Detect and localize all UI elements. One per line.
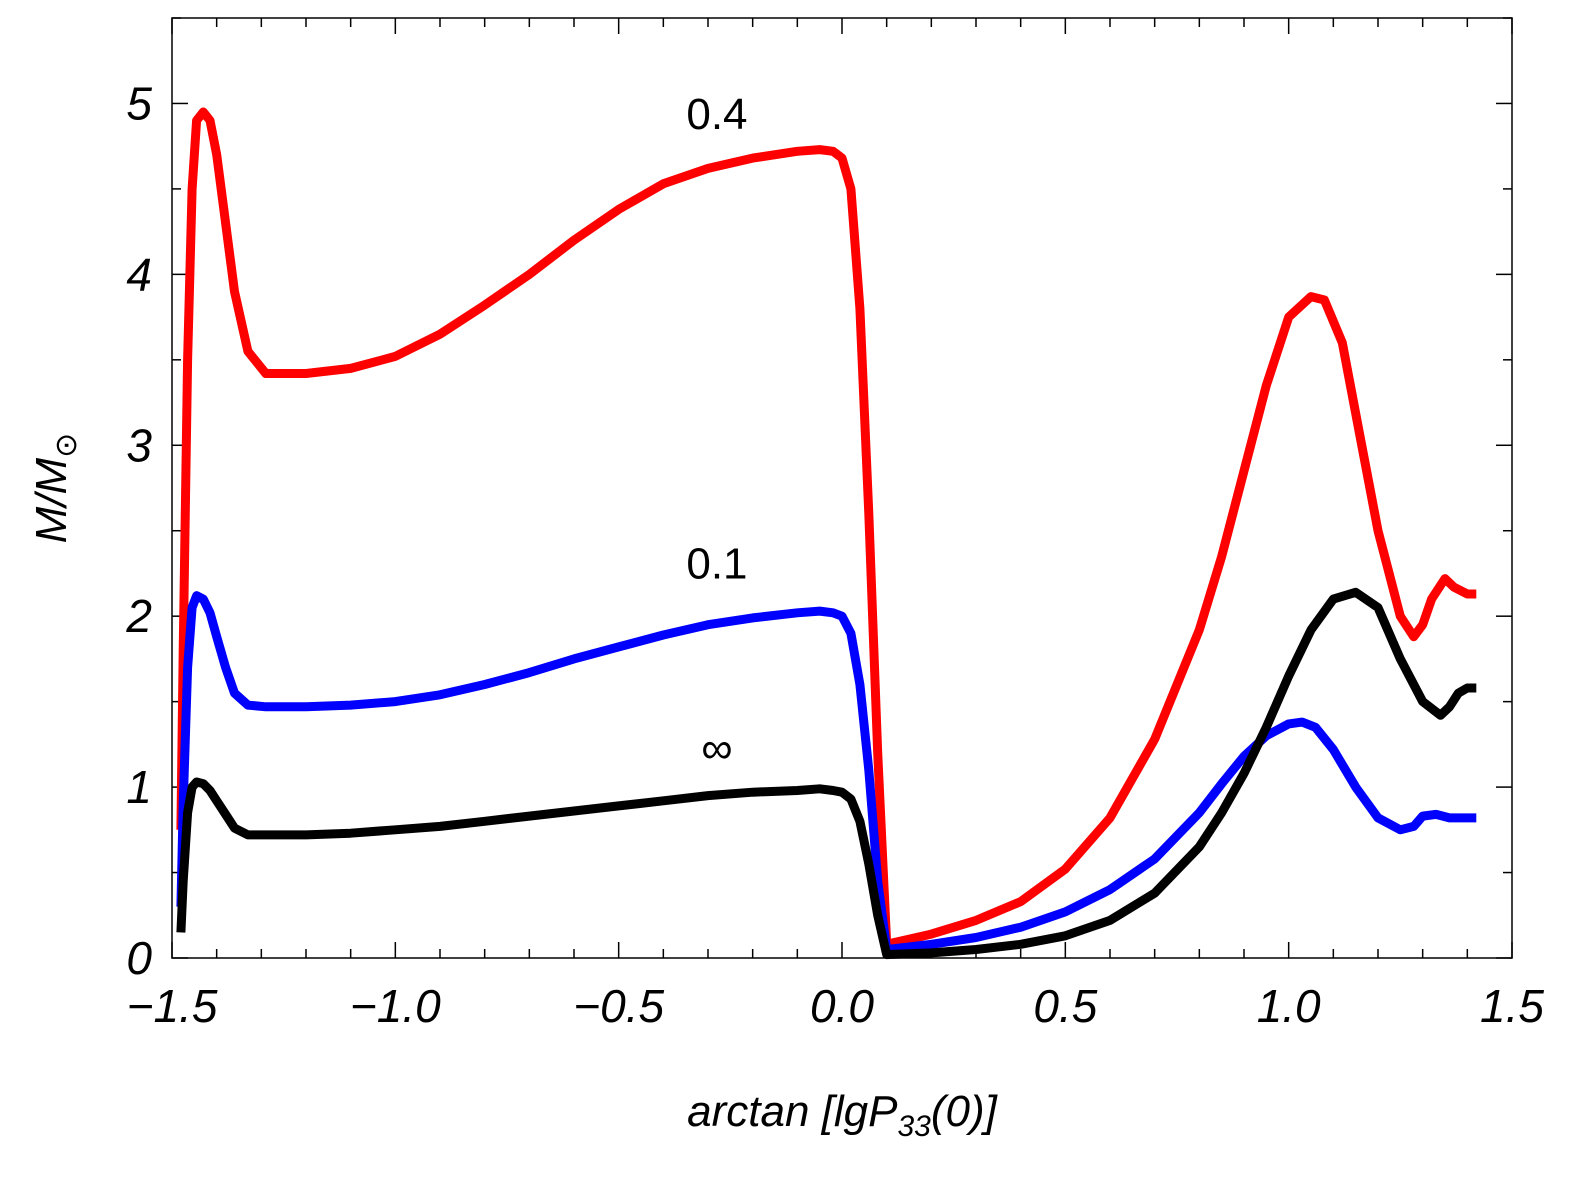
x-tick-label: 0.5 [1033, 980, 1097, 1032]
x-axis-title-main: arctan [lgP [687, 1087, 898, 1136]
series-annotation: 0.1 [686, 540, 747, 589]
series-annotation: 0.4 [686, 90, 747, 139]
x-tick-label: 0.0 [810, 980, 874, 1032]
x-tick-label: −0.5 [573, 980, 664, 1032]
x-tick-label: 1.5 [1480, 980, 1544, 1032]
series-annotations: 0.4 0.1 ∞ [686, 90, 747, 773]
y-tick-label: 0 [126, 932, 152, 984]
x-tick-label: −1.0 [350, 980, 441, 1032]
series-line-1 [176, 591, 1477, 954]
y-tick-label: 2 [125, 590, 152, 642]
y-axis-title: M/M⊙ [27, 433, 83, 544]
x-tick-label: 1.0 [1257, 980, 1321, 1032]
y-tick-label: 1 [126, 761, 152, 813]
series-line-2 [176, 587, 1477, 960]
x-axis-title-sub: 33 [897, 1110, 931, 1143]
y-tick-label: 3 [126, 419, 152, 471]
series-line-0 [176, 107, 1477, 949]
x-tick-label: −1.5 [127, 980, 218, 1032]
y-axis-title-main: M/M [27, 457, 76, 543]
y-axis-title-sub: ⊙ [50, 433, 83, 458]
series-lines [176, 107, 1477, 960]
x-axis-title: arctan [lgP33(0)] [687, 1087, 998, 1143]
series-annotation: ∞ [701, 724, 732, 773]
x-axis-title-tail: (0)] [931, 1087, 999, 1136]
y-tick-label: 4 [126, 248, 152, 300]
axis-tick-labels: −1.5 −1.0 −0.5 0.0 0.5 1.0 1.5 0 1 2 3 4 5 [125, 77, 1544, 1032]
y-tick-label: 5 [126, 77, 152, 129]
